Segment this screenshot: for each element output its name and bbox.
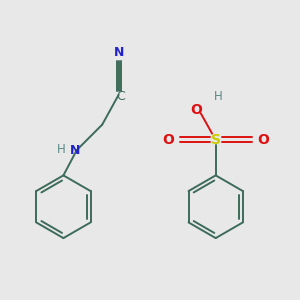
Text: O: O bbox=[190, 103, 202, 117]
Text: S: S bbox=[211, 133, 221, 146]
Text: N: N bbox=[113, 46, 124, 59]
Text: N: N bbox=[70, 143, 80, 157]
Text: O: O bbox=[257, 133, 269, 146]
Text: H: H bbox=[57, 143, 66, 156]
Text: H: H bbox=[214, 90, 223, 103]
Text: O: O bbox=[163, 133, 175, 146]
Text: C: C bbox=[117, 90, 125, 103]
